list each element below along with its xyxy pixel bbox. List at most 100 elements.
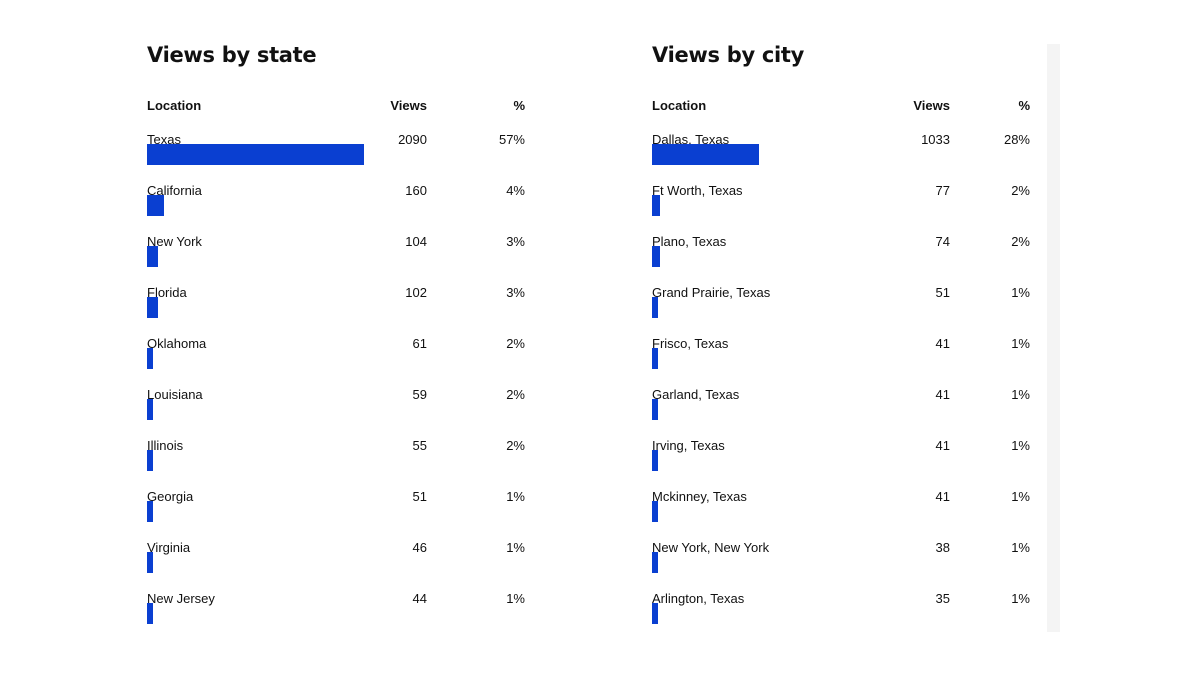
views-by-state-title: Views by state <box>147 43 317 67</box>
location-label: Oklahoma <box>147 336 207 351</box>
percent-value: 1% <box>1011 489 1030 504</box>
location-label: New York, New York <box>652 540 770 555</box>
table-row: Florida 102 3% <box>147 285 532 336</box>
percent-value: 1% <box>1011 591 1030 606</box>
views-bar <box>147 603 153 624</box>
table-row: Virginia 46 1% <box>147 540 532 591</box>
table-row: Dallas, Texas 1033 28% <box>652 132 1037 183</box>
views-by-city-rows: Dallas, Texas 1033 28% Ft Worth, Texas 77 2% P… <box>652 132 1037 635</box>
percent-value: 1% <box>506 540 525 555</box>
location-label: Garland, Texas <box>652 387 740 402</box>
location-label: Arlington, Texas <box>652 591 745 606</box>
percent-value: 2% <box>506 438 525 453</box>
table-row: New York, New York 38 1% <box>652 540 1037 591</box>
views-column-header: Views <box>390 98 427 113</box>
location-label: California <box>147 183 202 198</box>
table-row: Grand Prairie, Texas 51 1% <box>652 285 1037 336</box>
location-label: Grand Prairie, Texas <box>652 285 771 300</box>
views-value: 59 <box>412 387 427 402</box>
percent-value: 1% <box>1011 387 1030 402</box>
views-bar <box>652 399 658 420</box>
views-bar <box>147 144 364 165</box>
views-bar <box>652 297 658 318</box>
table-row: Illinois 55 2% <box>147 438 532 489</box>
views-value: 51 <box>412 489 427 504</box>
views-value: 38 <box>935 540 950 555</box>
views-by-city-title: Views by city <box>652 43 805 67</box>
views-by-state-panel: Views by state Location Views % Texas 209… <box>147 40 532 635</box>
location-label: Texas <box>147 132 181 147</box>
views-value: 77 <box>935 183 950 198</box>
percent-value: 2% <box>506 387 525 402</box>
percent-value: 2% <box>1011 183 1030 198</box>
table-row: New York 104 3% <box>147 234 532 285</box>
table-row: Texas 2090 57% <box>147 132 532 183</box>
views-by-state-rows: Texas 2090 57% California 160 4% New York 104 3%… <box>147 132 532 635</box>
views-bar <box>147 246 158 267</box>
table-row: Garland, Texas 41 1% <box>652 387 1037 438</box>
views-bar <box>652 144 759 165</box>
views-bar <box>652 603 658 624</box>
table-row: Georgia 51 1% <box>147 489 532 540</box>
percent-value: 1% <box>1011 285 1030 300</box>
views-value: 74 <box>935 234 950 249</box>
views-column-header: Views <box>913 98 950 113</box>
table-row: Irving, Texas 41 1% <box>652 438 1037 489</box>
views-by-city-panel: Views by city Location Views % Dallas, T… <box>652 40 1037 635</box>
views-value: 46 <box>412 540 427 555</box>
views-value: 51 <box>935 285 950 300</box>
location-label: Irving, Texas <box>652 438 725 453</box>
views-bar <box>147 399 153 420</box>
scrollbar-track[interactable] <box>1047 44 1060 632</box>
views-value: 61 <box>412 336 427 351</box>
percent-value: 57% <box>498 132 525 147</box>
percent-value: 2% <box>506 336 525 351</box>
location-label: New York <box>147 234 202 249</box>
views-value: 2090 <box>398 132 427 147</box>
percent-value: 28% <box>1003 132 1030 147</box>
percent-value: 1% <box>1011 540 1030 555</box>
percent-value: 4% <box>506 183 525 198</box>
views-bar <box>147 501 153 522</box>
views-bar <box>652 501 658 522</box>
percent-value: 1% <box>1011 438 1030 453</box>
location-label: Plano, Texas <box>652 234 727 249</box>
views-bar <box>652 246 660 267</box>
views-by-state-header: Location Views % <box>147 96 532 116</box>
location-label: Florida <box>147 285 187 300</box>
views-bar <box>652 552 658 573</box>
table-row: California 160 4% <box>147 183 532 234</box>
views-value: 1033 <box>921 132 950 147</box>
location-label: Virginia <box>147 540 191 555</box>
views-bar <box>147 450 153 471</box>
table-row: Arlington, Texas 35 1% <box>652 591 1037 635</box>
percent-column-header: % <box>1018 98 1030 113</box>
table-row: Ft Worth, Texas 77 2% <box>652 183 1037 234</box>
percent-value: 1% <box>1011 336 1030 351</box>
views-value: 41 <box>935 489 950 504</box>
percent-value: 2% <box>1011 234 1030 249</box>
location-label: Mckinney, Texas <box>652 489 747 504</box>
location-column-header: Location <box>652 98 707 113</box>
table-row: Mckinney, Texas 41 1% <box>652 489 1037 540</box>
percent-value: 1% <box>506 591 525 606</box>
views-bar <box>147 297 158 318</box>
location-label: Dallas, Texas <box>652 132 730 147</box>
views-bar <box>652 450 658 471</box>
table-row: Plano, Texas 74 2% <box>652 234 1037 285</box>
views-value: 104 <box>405 234 427 249</box>
views-value: 102 <box>405 285 427 300</box>
percent-column-header: % <box>513 98 525 113</box>
location-label: Ft Worth, Texas <box>652 183 743 198</box>
views-bar <box>147 195 164 216</box>
table-row: Oklahoma 61 2% <box>147 336 532 387</box>
table-row: Louisiana 59 2% <box>147 387 532 438</box>
views-value: 41 <box>935 387 950 402</box>
views-value: 35 <box>935 591 950 606</box>
views-value: 55 <box>412 438 427 453</box>
views-value: 160 <box>405 183 427 198</box>
table-row: New Jersey 44 1% <box>147 591 532 635</box>
location-label: Georgia <box>147 489 194 504</box>
percent-value: 3% <box>506 234 525 249</box>
